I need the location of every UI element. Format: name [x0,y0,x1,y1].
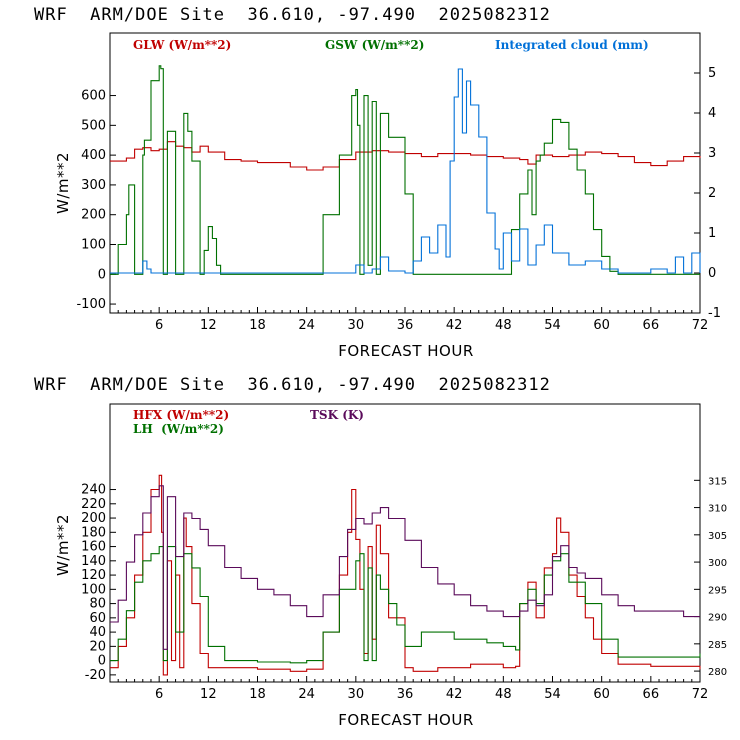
top-y2-tick-label: 3 [708,146,716,161]
bottom-plot-area: 6 12 18 24 30 36 42 48 54 60 66 72-2002040608010012… [81,474,727,702]
top-y-tick-label: 500 [81,118,106,133]
bottom-x-tick-label: 60 [593,687,610,702]
bottom-x-tick-label: 12 [200,687,217,702]
bottom-y-tick-label: 60 [89,611,106,626]
top-x-tick-label: 66 [643,318,660,333]
bottom-x-tick-label: 48 [495,687,512,702]
bottom-y-tick-label: 200 [81,511,106,526]
top-y-tick-label: -100 [76,297,106,312]
bottom-y-tick-label: 140 [81,554,106,569]
bottom-y-tick-label: 240 [81,483,106,498]
bottom-y-tick-label: 120 [81,568,106,583]
bottom-x-tick-label: 6 [155,687,163,702]
bottom-y-axis-label: W/m**2 [54,514,72,576]
bottom-x-tick-label: 54 [544,687,561,702]
legend-tsk: TSK (K) [310,408,364,422]
bottom-y-tick-label: 160 [81,540,106,555]
top-series-integrated-line [110,68,701,274]
bottom-y2-tick-label: 295 [708,585,727,596]
bottom-x-tick-label: 36 [397,687,414,702]
bottom-y-tick-label: 40 [89,625,106,640]
top-y-tick-label: 100 [81,237,106,252]
top-panel-title: WRF ARM/DOE Site 36.610, -97.490 2025082… [34,5,551,25]
top-y2-tick-label: -1 [708,306,721,321]
top-y-tick-label: 600 [81,89,106,104]
bottom-y-tick-label: 220 [81,497,106,512]
bottom-series-tsk-line [110,485,700,650]
legend-hfx: HFX (W/m**2) [133,408,229,422]
top-x-tick-label: 54 [544,318,561,333]
bottom-y-tick-label: -20 [85,668,106,683]
top-x-tick-label: 30 [348,318,365,333]
bottom-x-tick-label: 72 [692,687,709,702]
bottom-x-tick-label: 30 [348,687,365,702]
bottom-x-tick-label: 66 [643,687,660,702]
top-y-tick-label: 300 [81,178,106,193]
bottom-y2-tick-label: 315 [708,476,727,487]
bottom-series-lh-line [110,546,701,664]
top-x-tick-label: 48 [495,318,512,333]
bottom-y2-tick-label: 285 [708,640,727,651]
legend-gsw: GSW (W/m**2) [325,38,424,52]
top-y2-tick-label: 4 [708,106,716,121]
top-panel: WRF ARM/DOE Site 36.610, -97.490 2025082… [34,5,721,360]
top-series-gsw-line [110,65,700,275]
top-x-tick-label: 36 [397,318,414,333]
bottom-x-tick-label: 42 [446,687,463,702]
top-plot-area: 6 12 18 24 30 36 42 48 54 60 66 72-1000100200300400… [76,65,721,333]
bottom-panel: WRF ARM/DOE Site 36.610, -97.490 2025082… [34,375,727,729]
bottom-y2-tick-label: 310 [708,504,727,515]
top-x-axis-label: FORECAST HOUR [338,342,474,360]
top-y2-tick-label: 0 [708,266,716,281]
top-y-axis-label: W/m**2 [54,152,72,214]
top-x-tick-label: 18 [249,318,266,333]
top-x-tick-label: 72 [692,318,709,333]
legend-lh: LH (W/m**2) [133,422,224,436]
bottom-y-tick-label: 20 [89,639,106,654]
bottom-y-tick-label: 80 [89,597,106,612]
bottom-y-tick-label: 100 [81,582,106,597]
top-y-tick-label: 200 [81,208,106,223]
bottom-y-tick-label: 180 [81,525,106,540]
top-y2-tick-label: 5 [708,66,716,81]
bottom-x-axis-label: FORECAST HOUR [338,711,474,729]
bottom-x-tick-label: 24 [298,687,315,702]
legend-integrated-cloud: Integrated cloud (mm) [495,38,649,52]
top-y-tick-label: 0 [98,267,106,282]
top-x-tick-label: 6 [155,318,163,333]
bottom-y2-tick-label: 280 [708,667,727,678]
top-x-tick-label: 60 [593,318,610,333]
top-x-tick-label: 24 [298,318,315,333]
bottom-x-tick-label: 18 [249,687,266,702]
bottom-y2-tick-label: 305 [708,531,727,542]
bottom-panel-title: WRF ARM/DOE Site 36.610, -97.490 2025082… [34,375,551,395]
top-y-tick-label: 400 [81,148,106,163]
top-x-tick-label: 42 [446,318,463,333]
top-y2-tick-label: 1 [708,226,716,241]
top-y2-tick-label: 2 [708,186,716,201]
top-x-tick-label: 12 [200,318,217,333]
bottom-y2-tick-label: 300 [708,558,727,569]
legend-glw: GLW (W/m**2) [133,38,231,52]
bottom-y2-tick-label: 290 [708,613,727,624]
bottom-y-tick-label: 0 [98,654,106,669]
